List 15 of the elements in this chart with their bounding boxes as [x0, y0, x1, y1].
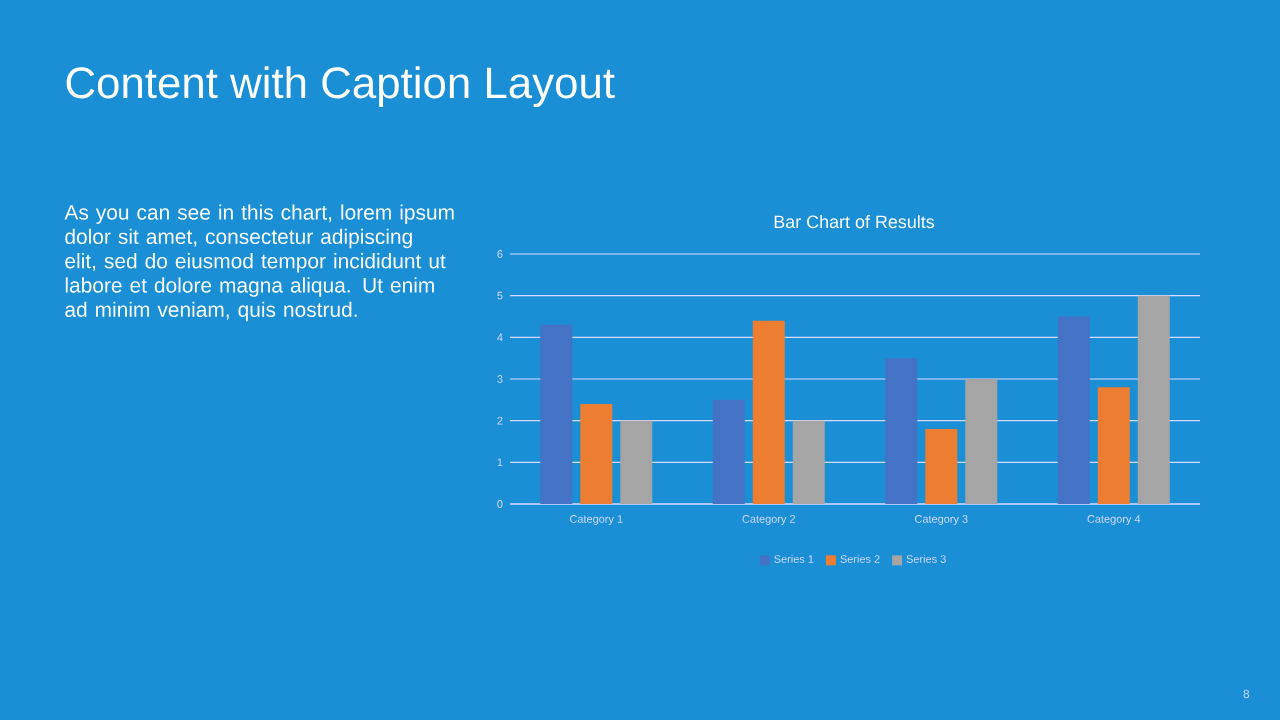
bar — [752, 320, 785, 504]
chart-title: Content with Caption Layout — [66, 66, 615, 108]
text: As you can see in this chart, lorem ipsum dolor sit amet, consectetur adipiscing elit, sed do eiusmod tempor incididunt ut labore et dolore magna aliqua. Ut enim ad minim veniam, quis nostrud. — [64, 204, 454, 322]
chart-subtitle: Bar Chart of Results — [774, 214, 935, 229]
bar — [792, 420, 825, 504]
bar — [1137, 295, 1170, 504]
bar — [1097, 387, 1130, 504]
bar — [885, 358, 918, 504]
bar — [1057, 316, 1090, 504]
bar — [712, 399, 745, 504]
bar — [540, 324, 573, 504]
bar — [925, 429, 958, 504]
bar — [965, 379, 998, 504]
bar — [580, 404, 613, 504]
bar — [620, 420, 653, 504]
